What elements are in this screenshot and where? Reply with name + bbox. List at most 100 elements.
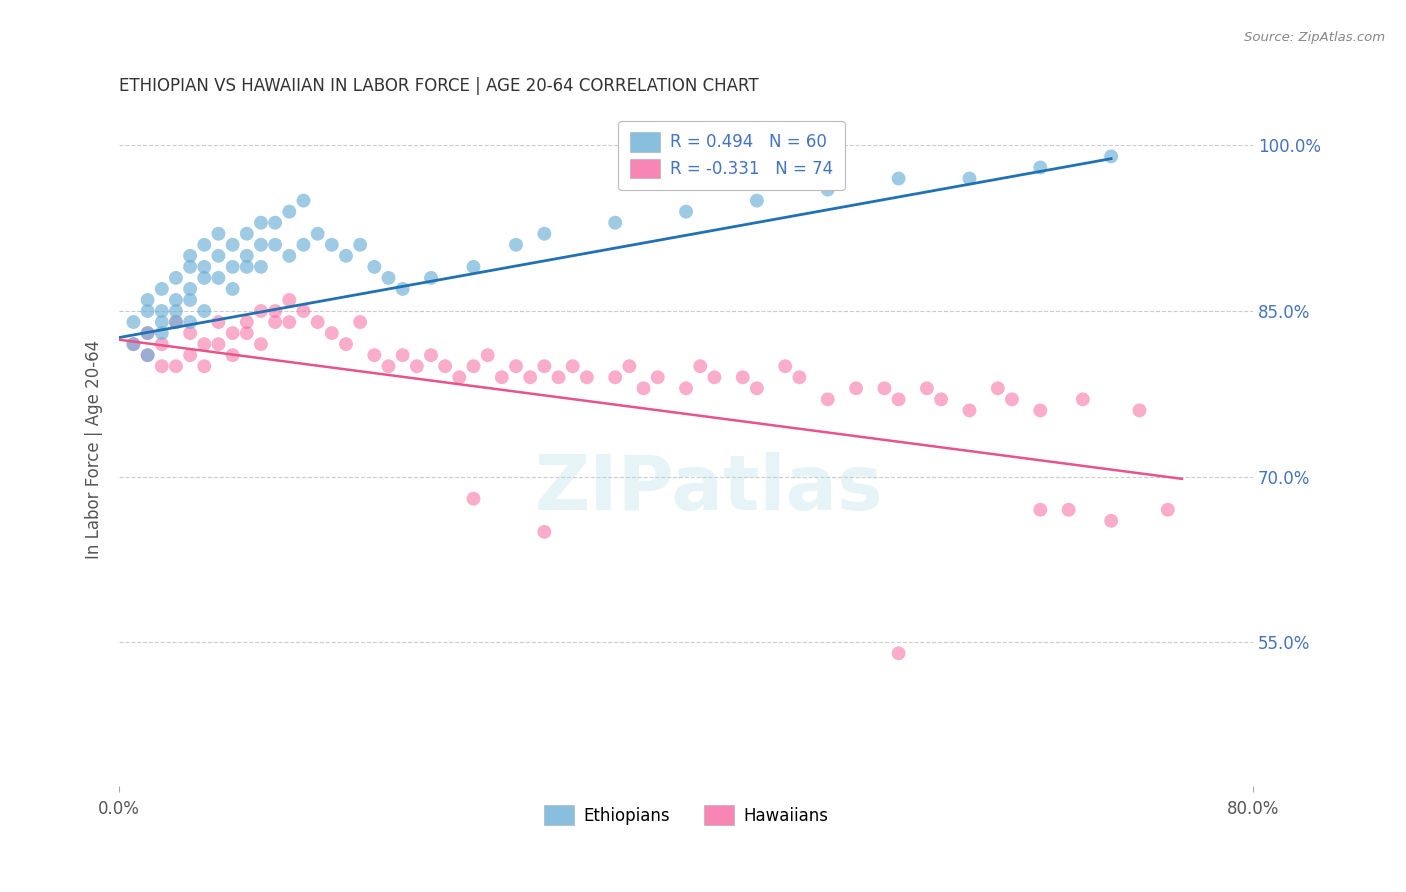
- Hawaiians: [491, 370, 513, 384]
- Hawaiians: [1029, 502, 1052, 516]
- Hawaiians: [915, 381, 938, 395]
- Hawaiians: [250, 304, 273, 318]
- Ethiopians: [250, 260, 273, 274]
- Hawaiians: [221, 348, 243, 362]
- Ethiopians: [307, 227, 329, 241]
- Ethiopians: [221, 237, 243, 252]
- Hawaiians: [477, 348, 499, 362]
- Ethiopians: [1029, 161, 1052, 175]
- Hawaiians: [773, 359, 796, 374]
- Hawaiians: [1057, 502, 1080, 516]
- Hawaiians: [745, 381, 768, 395]
- Ethiopians: [150, 315, 173, 329]
- Hawaiians: [929, 392, 952, 407]
- Ethiopians: [221, 282, 243, 296]
- Hawaiians: [575, 370, 598, 384]
- Hawaiians: [987, 381, 1010, 395]
- Hawaiians: [449, 370, 471, 384]
- Ethiopians: [292, 237, 315, 252]
- Hawaiians: [193, 337, 215, 351]
- Hawaiians: [689, 359, 711, 374]
- Ethiopians: [250, 237, 273, 252]
- Hawaiians: [1001, 392, 1024, 407]
- Hawaiians: [122, 337, 145, 351]
- Hawaiians: [236, 315, 259, 329]
- Ethiopians: [264, 216, 287, 230]
- Ethiopians: [122, 315, 145, 329]
- Hawaiians: [420, 348, 443, 362]
- Hawaiians: [150, 359, 173, 374]
- Ethiopians: [335, 249, 357, 263]
- Ethiopians: [817, 183, 839, 197]
- Ethiopians: [165, 293, 187, 307]
- Hawaiians: [221, 326, 243, 340]
- Hawaiians: [873, 381, 896, 395]
- Ethiopians: [321, 237, 343, 252]
- Text: ETHIOPIAN VS HAWAIIAN IN LABOR FORCE | AGE 20-64 CORRELATION CHART: ETHIOPIAN VS HAWAIIAN IN LABOR FORCE | A…: [120, 78, 759, 95]
- Hawaiians: [349, 315, 371, 329]
- Ethiopians: [363, 260, 385, 274]
- Hawaiians: [789, 370, 811, 384]
- Hawaiians: [391, 348, 413, 362]
- Ethiopians: [207, 271, 229, 285]
- Ethiopians: [250, 216, 273, 230]
- Ethiopians: [463, 260, 485, 274]
- Hawaiians: [136, 326, 159, 340]
- Ethiopians: [193, 271, 215, 285]
- Ethiopians: [505, 237, 527, 252]
- Ethiopians: [533, 227, 555, 241]
- Hawaiians: [179, 348, 201, 362]
- Y-axis label: In Labor Force | Age 20-64: In Labor Force | Age 20-64: [86, 340, 103, 558]
- Ethiopians: [165, 271, 187, 285]
- Hawaiians: [363, 348, 385, 362]
- Ethiopians: [150, 326, 173, 340]
- Ethiopians: [165, 304, 187, 318]
- Hawaiians: [136, 348, 159, 362]
- Hawaiians: [959, 403, 981, 417]
- Hawaiians: [561, 359, 583, 374]
- Legend: Ethiopians, Hawaiians: Ethiopians, Hawaiians: [537, 798, 835, 831]
- Hawaiians: [236, 326, 259, 340]
- Hawaiians: [731, 370, 754, 384]
- Ethiopians: [150, 282, 173, 296]
- Ethiopians: [236, 227, 259, 241]
- Hawaiians: [405, 359, 427, 374]
- Hawaiians: [278, 293, 301, 307]
- Ethiopians: [675, 204, 697, 219]
- Ethiopians: [179, 282, 201, 296]
- Hawaiians: [1071, 392, 1094, 407]
- Ethiopians: [193, 304, 215, 318]
- Ethiopians: [207, 249, 229, 263]
- Ethiopians: [136, 326, 159, 340]
- Hawaiians: [150, 337, 173, 351]
- Ethiopians: [278, 249, 301, 263]
- Hawaiians: [887, 392, 910, 407]
- Hawaiians: [1128, 403, 1150, 417]
- Hawaiians: [307, 315, 329, 329]
- Ethiopians: [179, 315, 201, 329]
- Hawaiians: [377, 359, 399, 374]
- Ethiopians: [179, 260, 201, 274]
- Hawaiians: [335, 337, 357, 351]
- Hawaiians: [250, 337, 273, 351]
- Hawaiians: [547, 370, 569, 384]
- Hawaiians: [817, 392, 839, 407]
- Ethiopians: [959, 171, 981, 186]
- Ethiopians: [136, 304, 159, 318]
- Hawaiians: [703, 370, 725, 384]
- Hawaiians: [519, 370, 541, 384]
- Hawaiians: [1157, 502, 1180, 516]
- Ethiopians: [420, 271, 443, 285]
- Ethiopians: [150, 304, 173, 318]
- Ethiopians: [179, 249, 201, 263]
- Ethiopians: [179, 293, 201, 307]
- Hawaiians: [1029, 403, 1052, 417]
- Text: Source: ZipAtlas.com: Source: ZipAtlas.com: [1244, 31, 1385, 45]
- Hawaiians: [434, 359, 457, 374]
- Ethiopians: [221, 260, 243, 274]
- Ethiopians: [278, 204, 301, 219]
- Ethiopians: [193, 237, 215, 252]
- Hawaiians: [647, 370, 669, 384]
- Hawaiians: [533, 524, 555, 539]
- Hawaiians: [619, 359, 641, 374]
